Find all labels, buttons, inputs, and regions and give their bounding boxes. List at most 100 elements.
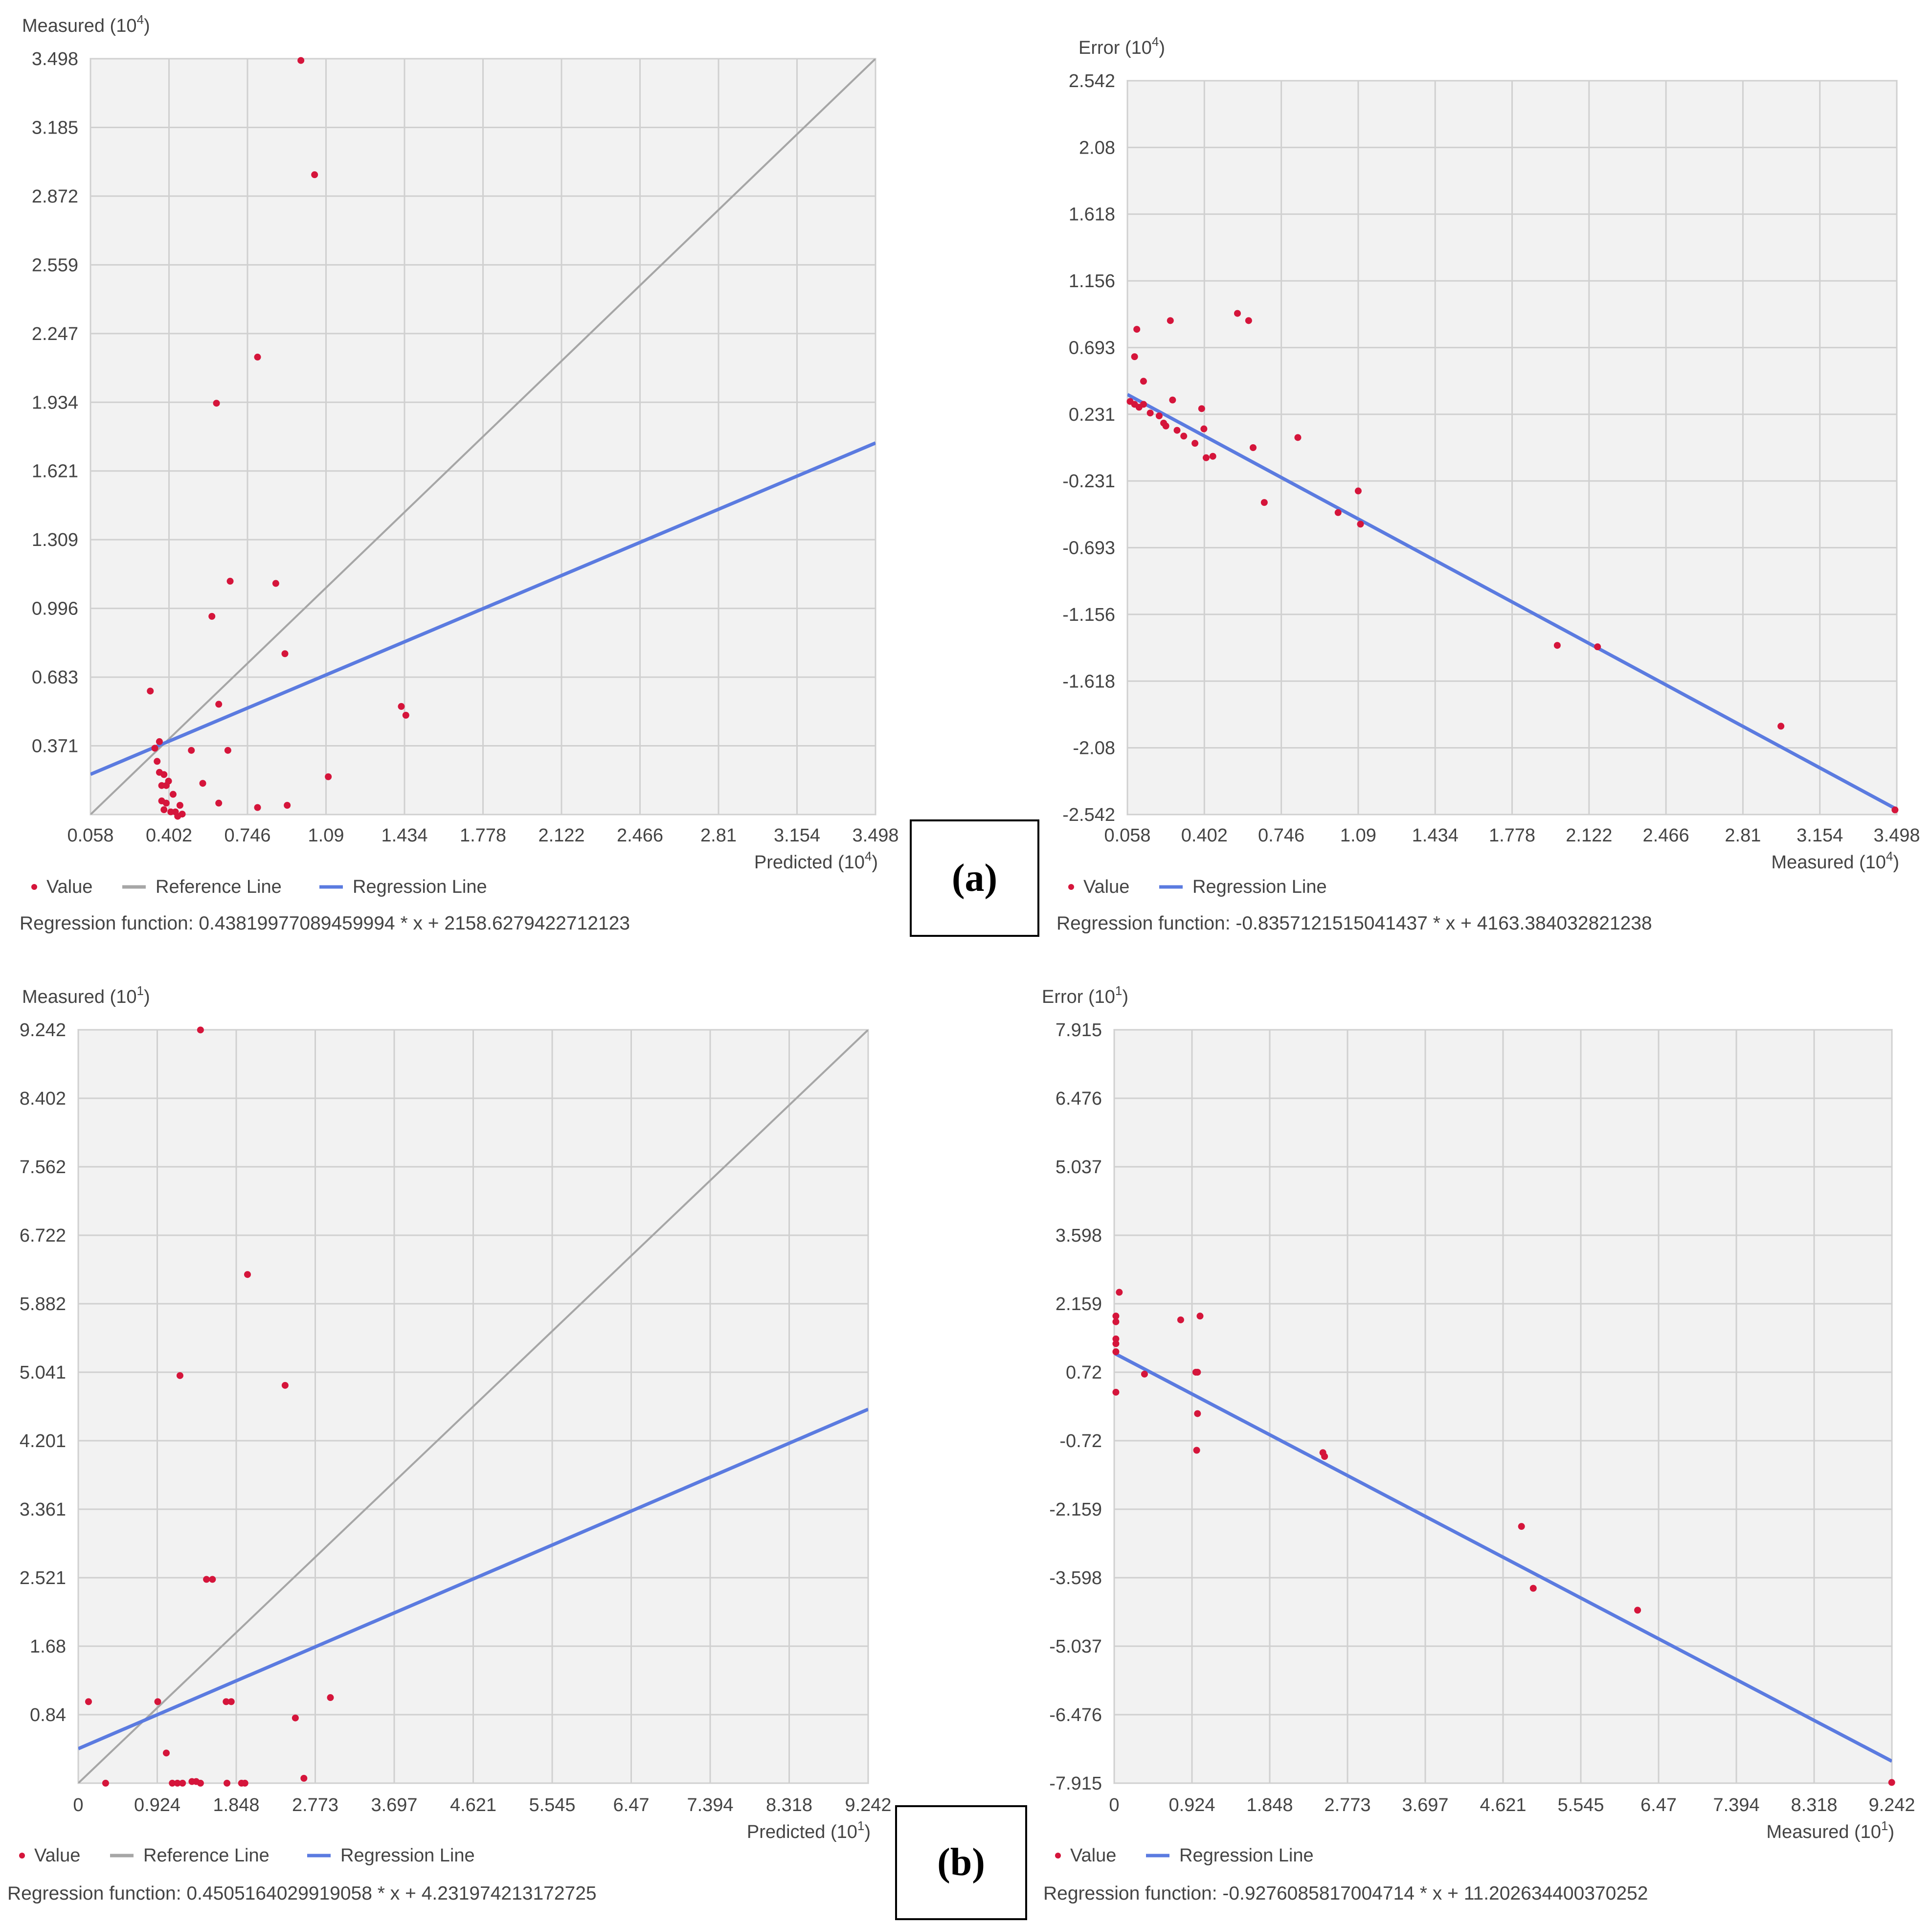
x-axis-title-close: )	[1893, 852, 1899, 873]
x-tick-label: 3.154	[1797, 825, 1843, 846]
x-tick-label: 6.47	[613, 1795, 650, 1815]
x-tick-label: 0.402	[1181, 825, 1228, 846]
y-axis-title: Measured (101)	[22, 983, 150, 1007]
data-point	[154, 758, 161, 765]
data-point	[300, 1775, 308, 1782]
x-tick-label: 0.924	[1168, 1795, 1215, 1815]
panel-label-b: (b)	[895, 1805, 1027, 1920]
x-axis-title-text: Predicted (10	[754, 852, 865, 873]
legend-label: Regression Line	[1192, 877, 1327, 897]
x-tick-label: 9.242	[1868, 1795, 1915, 1815]
y-tick-label: 7.562	[20, 1157, 66, 1178]
x-tick-label: 1.778	[460, 825, 506, 846]
x-tick-label: 3.498	[1873, 825, 1920, 846]
x-axis-title: Measured (101)	[1766, 1818, 1894, 1842]
data-point	[162, 799, 170, 807]
data-point	[1518, 1523, 1525, 1530]
y-tick-label: -0.72	[1059, 1431, 1102, 1451]
x-tick-label: 0.746	[224, 825, 270, 846]
data-point	[162, 782, 170, 789]
x-tick-label: 2.773	[1324, 1795, 1370, 1815]
y-tick-label: 1.621	[32, 461, 78, 482]
y-tick-label: 1.934	[32, 392, 78, 413]
data-point	[1140, 401, 1147, 408]
data-point	[241, 1780, 248, 1787]
legend-label: Regression Line	[353, 877, 487, 897]
y-tick-label: 0.683	[32, 667, 78, 688]
data-point	[1245, 317, 1252, 324]
legend-value-marker	[1055, 1853, 1061, 1859]
x-tick-label: 6.47	[1640, 1795, 1677, 1815]
data-point	[1198, 405, 1205, 412]
legend-label: Value	[1083, 877, 1129, 897]
data-point	[215, 701, 223, 708]
data-point	[179, 811, 186, 818]
data-point	[1116, 1289, 1123, 1296]
y-tick-label: 6.476	[1056, 1088, 1102, 1109]
data-point	[1321, 1453, 1328, 1460]
legend-label: Value	[34, 1845, 80, 1866]
y-axis-exponent: 1	[136, 983, 143, 998]
data-point	[179, 1780, 186, 1787]
y-tick-label: 0.72	[1066, 1362, 1102, 1383]
y-tick-label: 0.996	[32, 599, 78, 619]
regression-line	[90, 441, 876, 776]
data-point	[169, 1780, 176, 1787]
y-axis-title: Measured (104)	[22, 12, 150, 36]
x-tick-label: 2.466	[617, 825, 663, 846]
reference-line	[90, 59, 876, 815]
data-point	[224, 747, 231, 754]
data-point	[1180, 432, 1188, 440]
data-point	[1140, 378, 1147, 385]
regression-function-text: Regression function: -0.8357121515041437…	[1056, 913, 1652, 934]
data-point	[199, 780, 206, 787]
data-point	[160, 771, 168, 778]
y-tick-label: 0.231	[1069, 405, 1115, 425]
data-point	[1112, 1388, 1120, 1396]
x-tick-label: 1.848	[213, 1795, 259, 1815]
data-point	[1112, 1340, 1120, 1347]
panel-label-a: (a)	[910, 819, 1039, 937]
data-point	[1196, 1313, 1204, 1320]
data-point	[1167, 317, 1174, 324]
data-point	[226, 578, 234, 585]
data-point	[1529, 1585, 1537, 1592]
x-tick-label: 1.778	[1489, 825, 1535, 846]
x-tick-label: 1.434	[1412, 825, 1459, 846]
legend-value-marker	[1068, 884, 1074, 890]
legend-label: Regression Line	[340, 1845, 475, 1866]
data-point	[188, 747, 195, 754]
data-point	[227, 1698, 235, 1705]
y-axis-title-close: )	[144, 16, 150, 36]
data-point	[281, 1382, 289, 1389]
data-point	[1194, 1368, 1201, 1376]
data-point	[197, 1780, 204, 1787]
legend-label: Reference Line	[156, 877, 282, 897]
y-tick-label: 3.185	[32, 117, 78, 138]
y-tick-label: -3.598	[1049, 1568, 1102, 1588]
data-point	[1133, 326, 1141, 333]
y-tick-label: -2.159	[1049, 1499, 1102, 1520]
regression-function-text: Regression function: -0.9276085817004714…	[1043, 1883, 1648, 1904]
data-point	[1209, 453, 1216, 460]
data-point	[213, 400, 220, 407]
data-point	[1162, 422, 1169, 430]
data-point	[102, 1780, 109, 1787]
chart-a-left: 0.058 0.402 0.746 1.09 1.434 1.778 2.122 2.466 2…	[20, 12, 899, 934]
data-point	[176, 802, 183, 809]
y-tick-label: 1.618	[1069, 204, 1115, 225]
legend-label: Reference Line	[143, 1845, 270, 1866]
y-tick-label: 3.598	[1056, 1225, 1102, 1246]
x-tick-label: 8.318	[1791, 1795, 1837, 1815]
x-tick-label: 0	[73, 1795, 83, 1815]
data-point	[197, 1026, 204, 1034]
data-point	[224, 1780, 231, 1787]
data-point	[1634, 1607, 1641, 1614]
x-tick-label: 0.746	[1258, 825, 1304, 846]
x-tick-label: 2.773	[292, 1795, 338, 1815]
y-tick-label: 3.498	[32, 49, 78, 69]
x-tick-label: 4.621	[1480, 1795, 1526, 1815]
y-tick-label: 5.882	[20, 1294, 66, 1315]
x-axis-title-close: )	[872, 852, 878, 873]
data-point	[1131, 353, 1138, 361]
